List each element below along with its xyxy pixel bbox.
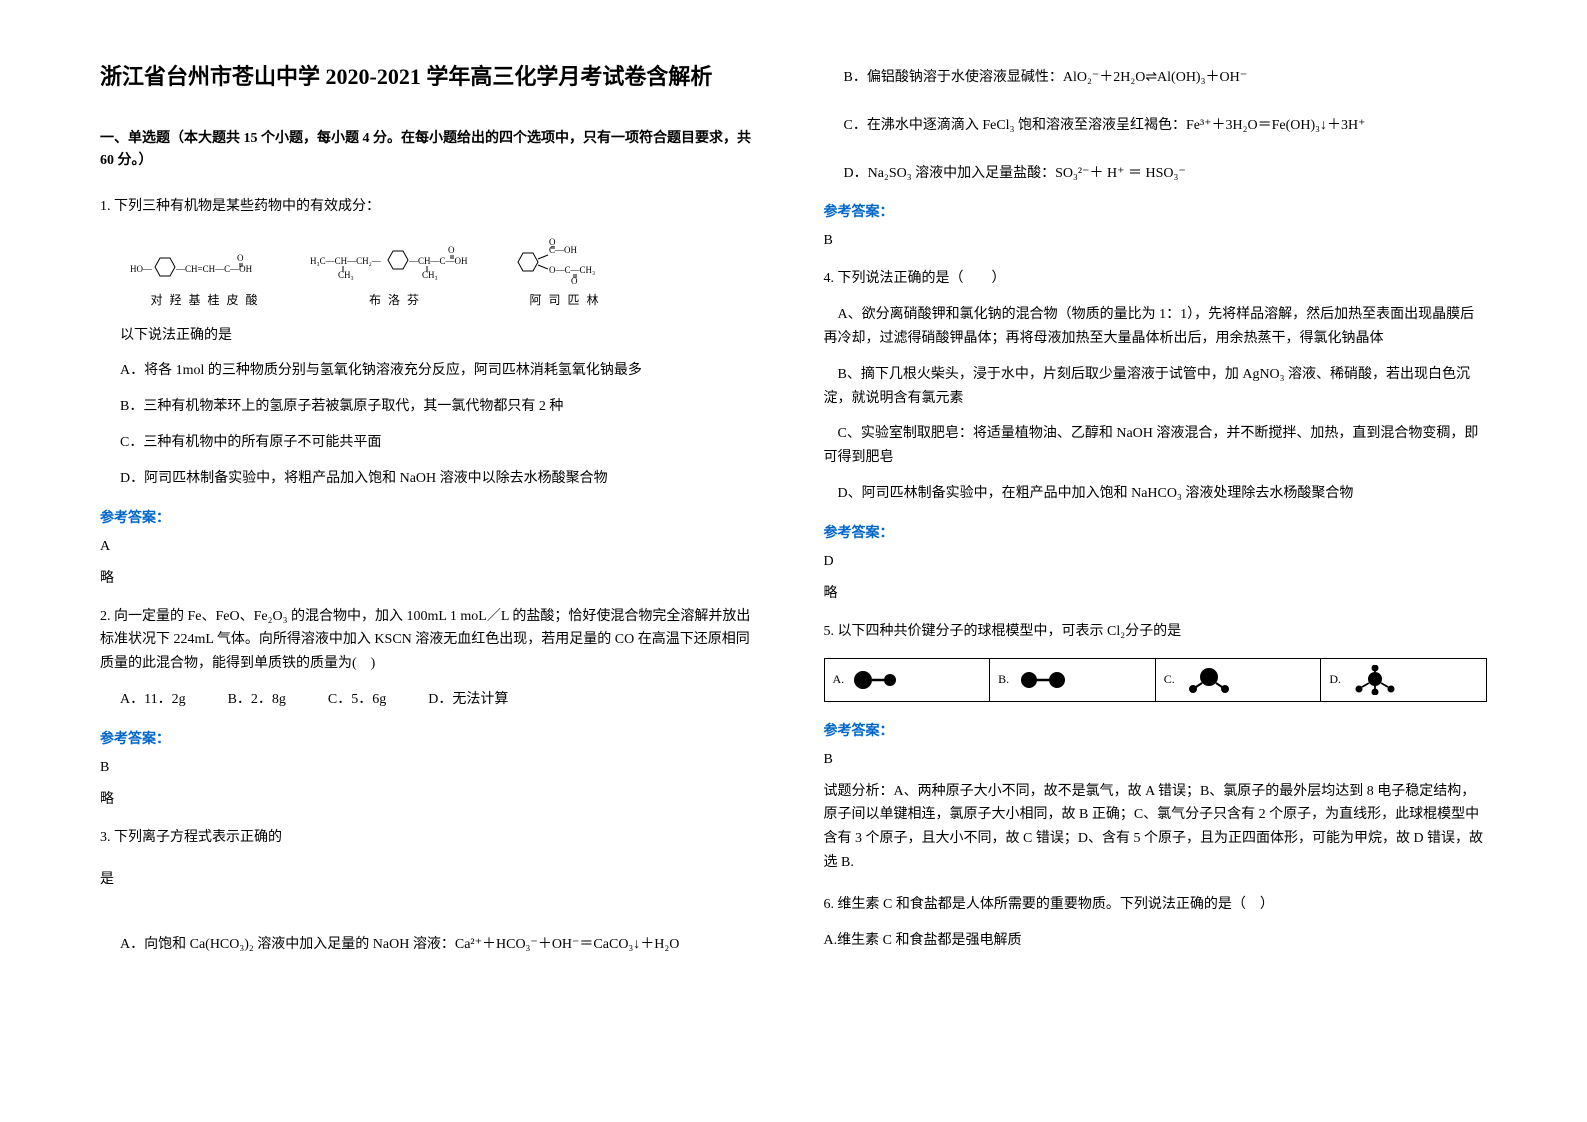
q3-opt-a: A．向饱和 Ca(HCO₃)₂ 溶液中加入足量的 NaOH 溶液：Ca²⁺＋HC… <box>120 933 764 957</box>
svg-text:O—C—CH₃: O—C—CH₃ <box>549 265 595 275</box>
q4-opt-a: A、欲分离硝酸钾和氯化钠的混合物（物质的量比为 1：1），先将样品溶解，然后加热… <box>824 303 1488 351</box>
q1-stem: 1. 下列三种有机物是某些药物中的有效成分： <box>100 195 764 219</box>
q5-table: A. B. C. D. <box>824 658 1488 702</box>
q5-cell-c: C. <box>1156 659 1322 701</box>
svg-text:CH₃: CH₃ <box>338 270 354 280</box>
q1-opt-d: D．阿司匹林制备实验中，将粗产品加入饱和 NaOH 溶液中以除去水杨酸聚合物 <box>120 467 764 491</box>
q4-ans-label: 参考答案： <box>824 522 1488 542</box>
q1-note: 略 <box>100 567 764 587</box>
svg-text:—CH=CH—C—OH: —CH=CH—C—OH <box>175 264 253 274</box>
q2-note: 略 <box>100 788 764 808</box>
svg-text:O: O <box>549 237 556 247</box>
model-a-icon <box>848 665 908 695</box>
q4-note: 略 <box>824 582 1488 602</box>
q1-opt-c: C．三种有机物中的所有原子不可能共平面 <box>120 431 764 455</box>
svg-text:H₃C—CH—CH₂—: H₃C—CH—CH₂— <box>310 256 382 266</box>
q6-opt-a: A.维生素 C 和食盐都是强电解质 <box>824 929 1488 953</box>
q5-label-c: C. <box>1164 672 1175 687</box>
right-column: B．偏铝酸钠溶于水使溶液显碱性：AlO₂⁻＋2H₂O⇌Al(OH)₃＋OH⁻ C… <box>824 60 1488 1062</box>
q5-ans: B <box>824 752 1488 768</box>
q2-ans-label: 参考答案： <box>100 728 764 748</box>
q3-stem2: 是 <box>100 868 764 892</box>
model-d-icon <box>1345 665 1405 695</box>
q4-opt-c: C、实验室制取肥皂：将适量植物油、乙醇和 NaOH 溶液混合，并不断搅拌、加热，… <box>824 422 1488 470</box>
svg-text:CH₃: CH₃ <box>422 270 438 280</box>
structure-1-label: 对 羟 基 桂 皮 酸 <box>130 291 280 308</box>
q5-cell-b: B. <box>990 659 1156 701</box>
q3-opt-b: B．偏铝酸钠溶于水使溶液显碱性：AlO₂⁻＋2H₂O⇌Al(OH)₃＋OH⁻ <box>844 66 1488 90</box>
q1-structures: HO— —CH=CH—C—OH O H₃C—CH—CH₂— CH₃ —CH—C—… <box>130 237 764 287</box>
left-column: 浙江省台州市苍山中学 2020-2021 学年高三化学月考试卷含解析 一、单选题… <box>100 60 764 1062</box>
svg-text:O: O <box>237 253 244 263</box>
svg-text:O: O <box>448 245 455 255</box>
q4-opt-d: D、阿司匹林制备实验中，在粗产品中加入饱和 NaHCO₃ 溶液处理除去水杨酸聚合… <box>824 482 1488 506</box>
model-c-icon <box>1179 665 1239 695</box>
q1-opt-b: B．三种有机物苯环上的氢原子若被氯原子取代，其一氯代物都只有 2 种 <box>120 395 764 419</box>
page-title: 浙江省台州市苍山中学 2020-2021 学年高三化学月考试卷含解析 <box>100 60 764 93</box>
q5-cell-a: A. <box>825 659 991 701</box>
q5-label-d: D. <box>1329 672 1341 687</box>
model-b-icon <box>1013 665 1073 695</box>
q3-ans: B <box>824 233 1488 249</box>
structure-2: H₃C—CH—CH₂— CH₃ —CH—C—OH CH₃ O <box>310 242 480 287</box>
structure-3-label: 阿 司 匹 林 <box>510 291 620 308</box>
q5-ans-label: 参考答案： <box>824 720 1488 740</box>
svg-text:HO—: HO— <box>130 264 153 274</box>
q5-stem: 5. 以下四种共价键分子的球棍模型中，可表示 Cl₂分子的是 <box>824 620 1488 644</box>
structure-2-label: 布 洛 芬 <box>310 291 480 308</box>
structure-1: HO— —CH=CH—C—OH O <box>130 247 280 287</box>
q5-cell-d: D. <box>1321 659 1486 701</box>
spacer <box>824 96 1488 108</box>
q3-opt-d: D．Na₂SO₃ 溶液中加入足量盐酸：SO₃²⁻＋ H⁺ ＝ HSO₃⁻ <box>844 162 1488 186</box>
q1-opt-a: A．将各 1mol 的三种物质分别与氢氧化钠溶液充分反应，阿司匹林消耗氢氧化钠最… <box>120 359 764 383</box>
q5-label-a: A. <box>833 672 845 687</box>
q3-stem: 3. 下列离子方程式表示正确的 <box>100 826 764 850</box>
structure-3: C—OH O O—C—CH₃ O <box>510 237 620 287</box>
q4-opt-b: B、摘下几根火柴头，浸于水中，片刻后取少量溶液于试管中，加 AgNO₃ 溶液、稀… <box>824 363 1488 411</box>
svg-text:—CH—C—OH: —CH—C—OH <box>408 256 468 266</box>
q2-opts: A．11．2g B．2．8g C．5．6g D．无法计算 <box>120 688 764 712</box>
spacer <box>824 144 1488 156</box>
q5-explanation: 试题分析：A、两种原子大小不同，故不是氯气，故 A 错误；B、氯原子的最外层均达… <box>824 780 1488 875</box>
q6-stem: 6. 维生素 C 和食盐都是人体所需要的重要物质。下列说法正确的是（ ） <box>824 893 1488 917</box>
q3-opt-c: C．在沸水中逐滴滴入 FeCl₃ 饱和溶液至溶液呈红褐色：Fe³⁺＋3H₂O＝F… <box>844 114 1488 138</box>
q1-ans-label: 参考答案： <box>100 507 764 527</box>
q4-ans: D <box>824 554 1488 570</box>
section-heading: 一、单选题（本大题共 15 个小题，每小题 4 分。在每小题给出的四个选项中，只… <box>100 128 764 173</box>
q1-ans: A <box>100 539 764 555</box>
structure-labels: 对 羟 基 桂 皮 酸 布 洛 芬 阿 司 匹 林 <box>130 291 764 308</box>
q3-ans-label: 参考答案： <box>824 201 1488 221</box>
q4-stem: 4. 下列说法正确的是（ ） <box>824 267 1488 291</box>
q5-label-b: B. <box>998 672 1009 687</box>
q1-sub: 以下说法正确的是 <box>120 324 764 348</box>
spacer <box>100 897 764 927</box>
q2-ans: B <box>100 760 764 776</box>
q2-stem: 2. 向一定量的 Fe、FeO、Fe₂O₃ 的混合物中，加入 100mL 1 m… <box>100 605 764 676</box>
